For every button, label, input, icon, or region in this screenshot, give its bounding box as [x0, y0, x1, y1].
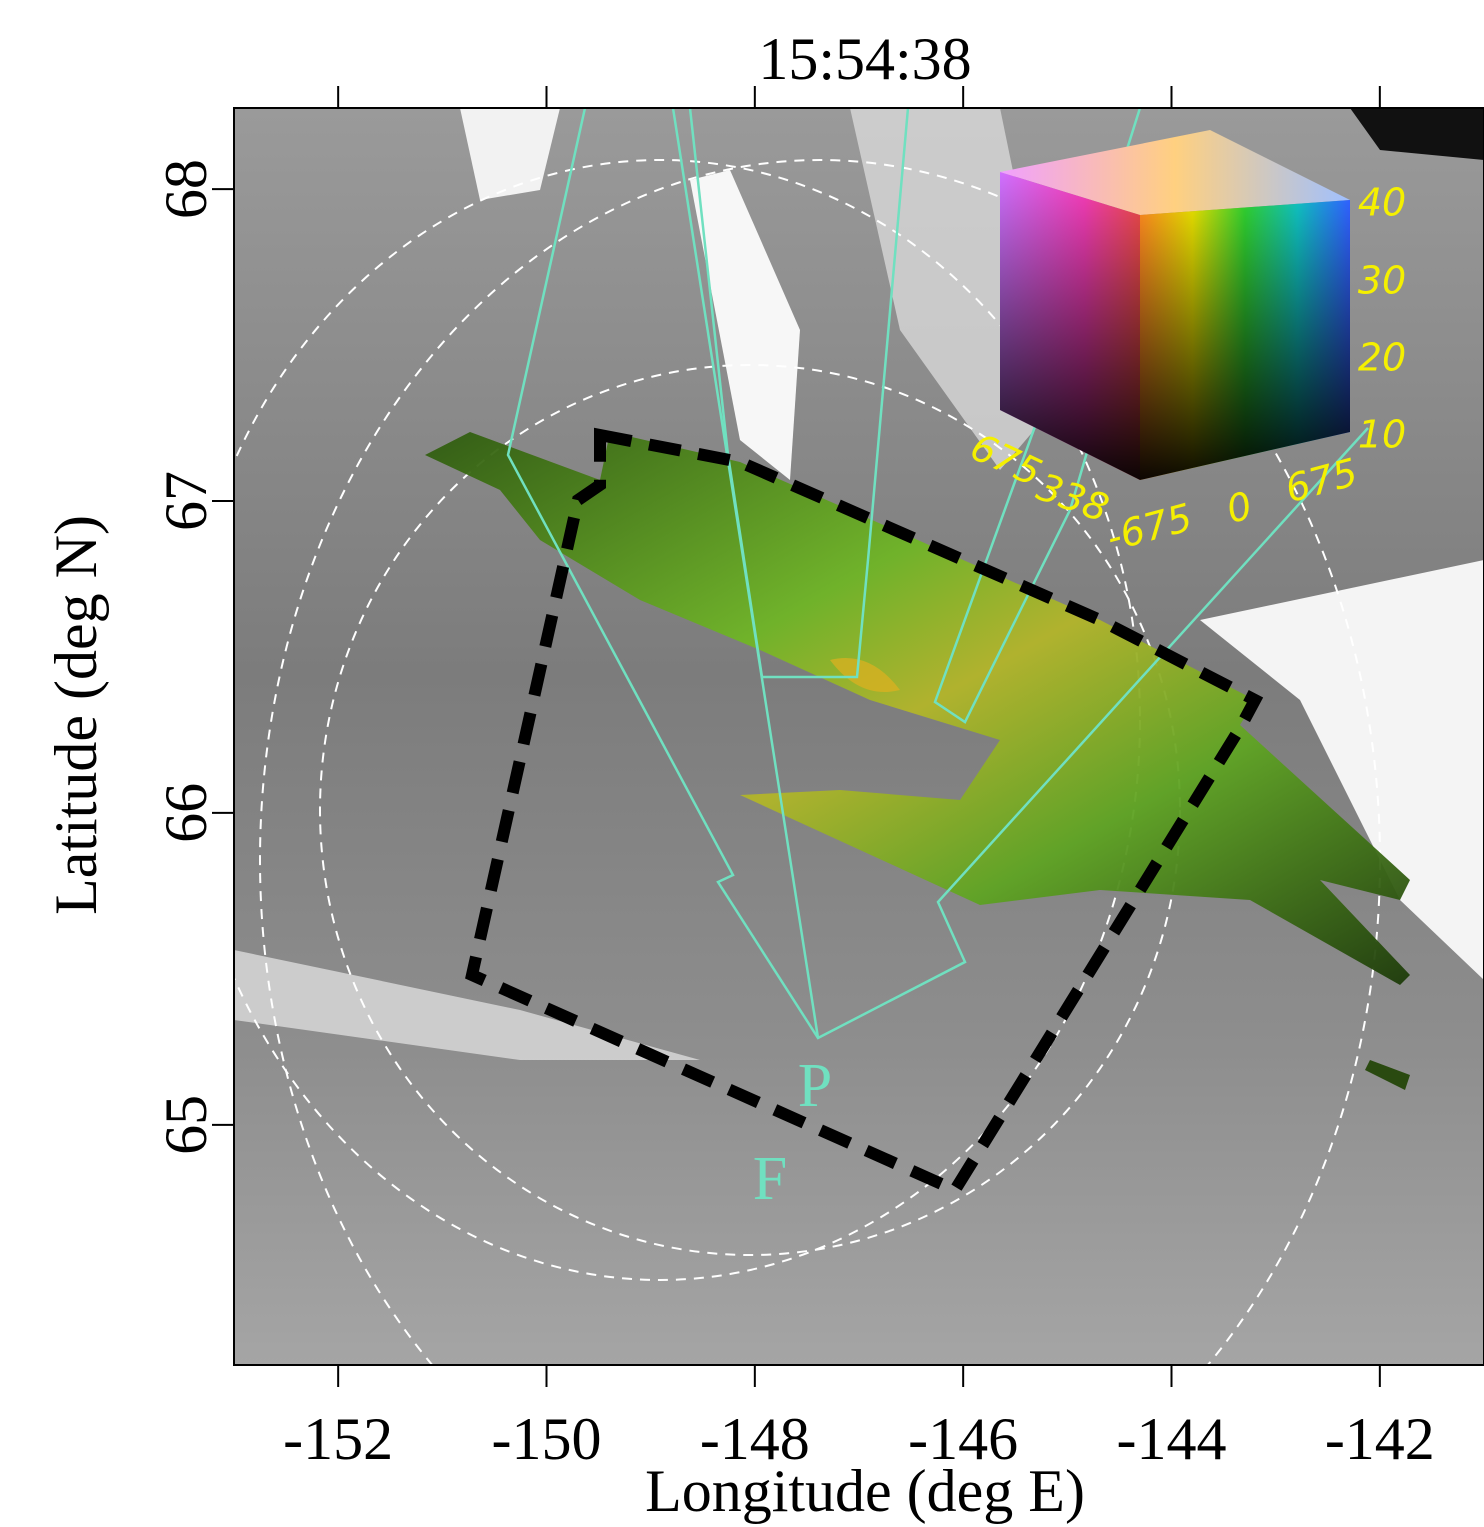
x-tick-label: -152 [283, 1406, 393, 1472]
y-tick-label: 66 [153, 783, 219, 843]
cube-tick-label: 30 [1358, 259, 1406, 303]
cube-face [1140, 200, 1350, 480]
x-tick-label: -150 [492, 1406, 602, 1472]
chart: 15:54:38 P F Longitude (deg E) [0, 0, 1484, 1527]
chart-title: 15:54:38 [758, 26, 971, 92]
image-area [180, 108, 1484, 1527]
annotation: F [753, 1145, 787, 1213]
x-tick-label: -142 [1325, 1406, 1435, 1472]
cube-tick-label: 10 [1358, 413, 1406, 457]
x-tick-label: -146 [908, 1406, 1018, 1472]
cube-tick-label: 40 [1358, 181, 1406, 225]
y-tick-label: 68 [153, 159, 219, 219]
y-tick-label: 65 [153, 1095, 219, 1155]
color-cube [1000, 130, 1350, 480]
annotation: P [798, 1052, 832, 1120]
y-axis-label: Latitude (deg N) [43, 515, 109, 915]
page: 15:54:38 P F Longitude (deg E) [0, 0, 1484, 1527]
x-tick-label: -144 [1117, 1406, 1227, 1472]
y-tick-label: 67 [153, 471, 219, 531]
cube-tick-label: 20 [1358, 336, 1406, 380]
x-tick-label: -148 [700, 1406, 810, 1472]
